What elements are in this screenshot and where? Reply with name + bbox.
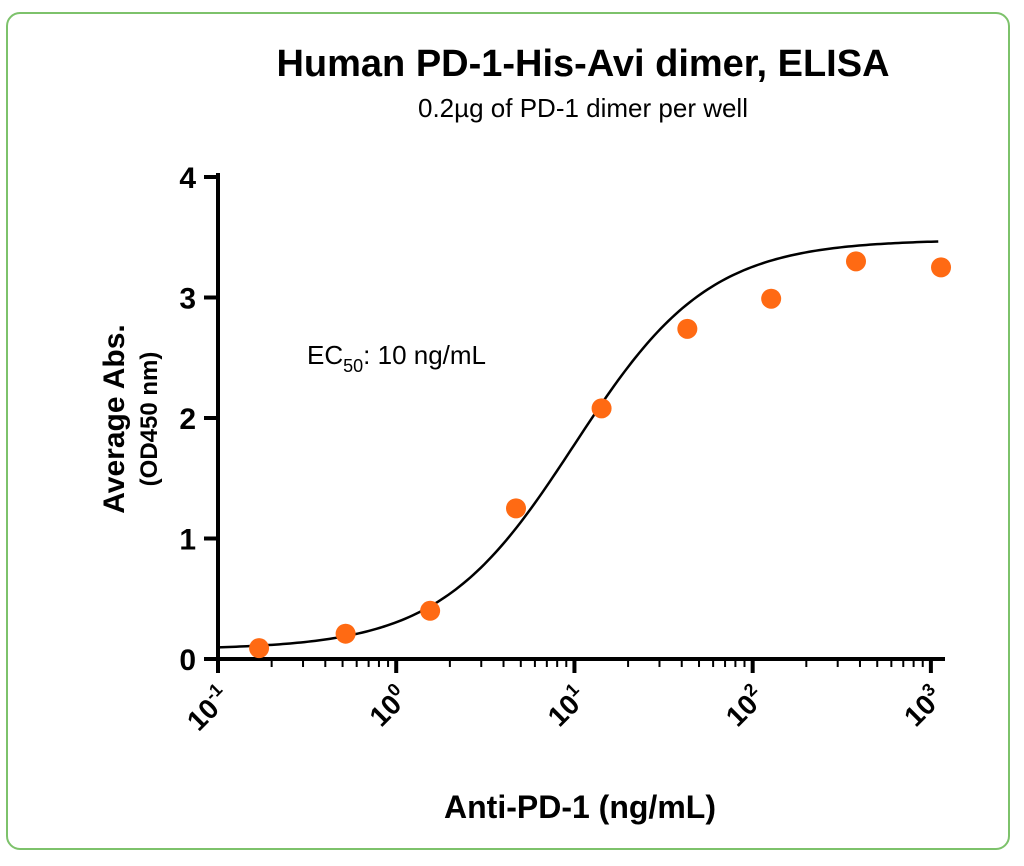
data-point (591, 398, 612, 419)
data-point (677, 318, 698, 339)
ec50-annotation: EC50: 10 ng/mL (307, 340, 486, 376)
y-axis-label: Average Abs. (98, 324, 131, 514)
chart-subtitle: 0.2µg of PD-1 dimer per well (418, 93, 748, 123)
data-point (506, 498, 527, 519)
data-point (249, 638, 270, 659)
chart-title: Human PD-1-His-Avi dimer, ELISA (276, 43, 889, 85)
data-points-layer (249, 251, 952, 659)
y-tick-label: 4 (179, 162, 196, 195)
chart-frame (6, 12, 1010, 850)
data-point (845, 251, 866, 272)
fit-curve-layer (217, 240, 939, 649)
x-tick-label: 102 (718, 679, 771, 732)
x-tick-label: 10-1 (179, 679, 236, 736)
data-point (335, 623, 356, 644)
y-axis-unit: (OD450 nm) (136, 352, 163, 487)
y-tick-label: 1 (179, 524, 196, 557)
data-point (761, 288, 782, 309)
y-tick-label: 0 (179, 644, 196, 677)
fit-curve (217, 240, 939, 649)
y-tick-label: 3 (179, 283, 196, 316)
y-tick-label: 2 (179, 403, 196, 436)
x-tick-label: 101 (540, 679, 593, 732)
data-point (420, 600, 441, 621)
x-tick-label: 103 (896, 679, 949, 732)
x-tick-label: 100 (361, 679, 414, 732)
x-axis-label: Anti-PD-1 (ng/mL) (444, 789, 716, 825)
data-point (931, 257, 952, 278)
